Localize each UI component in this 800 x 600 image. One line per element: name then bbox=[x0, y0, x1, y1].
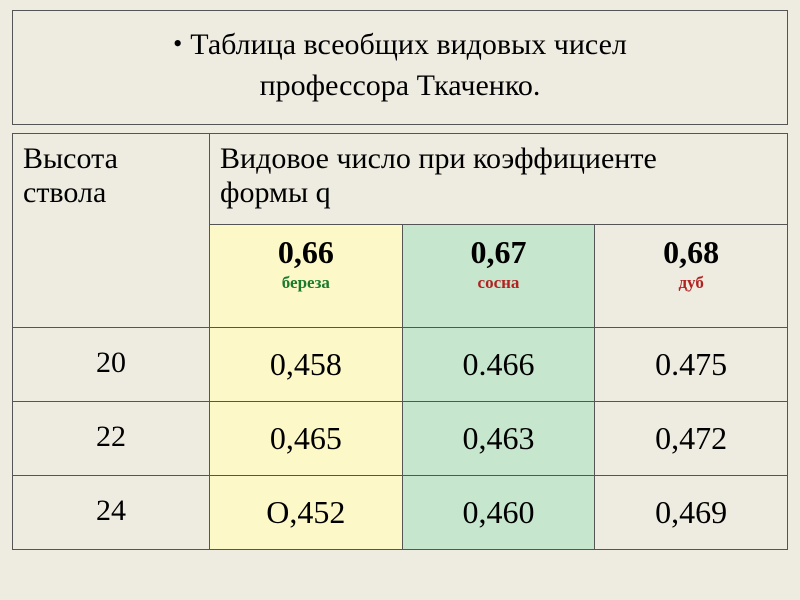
cell: 0,469 bbox=[595, 476, 788, 550]
header-span: Видовое число при коэффициенте формы q bbox=[210, 134, 788, 225]
row-header: 22 bbox=[13, 402, 210, 476]
col2-species: сосна bbox=[407, 273, 591, 293]
cell: 0.466 bbox=[402, 328, 595, 402]
col-header-2: 0,67 сосна bbox=[402, 225, 595, 328]
cell: 0,460 bbox=[402, 476, 595, 550]
header-left-line2: ствола bbox=[23, 176, 106, 209]
col2-q: 0,67 bbox=[407, 233, 591, 271]
title-line1: Таблица всеобщих видовых чисел bbox=[190, 28, 627, 61]
cell: 0,465 bbox=[210, 402, 403, 476]
col-header-1: 0,66 береза bbox=[210, 225, 403, 328]
row-header: 24 bbox=[13, 476, 210, 550]
row-header: 20 bbox=[13, 328, 210, 402]
cell: 0.475 bbox=[595, 328, 788, 402]
cell: 0,463 bbox=[402, 402, 595, 476]
col3-species: дуб bbox=[599, 273, 783, 293]
header-span-line1: Видовое число при коэффициенте bbox=[220, 142, 657, 175]
title-line2: профессора Ткаченко. bbox=[260, 69, 541, 102]
col-header-3: 0,68 дуб bbox=[595, 225, 788, 328]
col1-q: 0,66 bbox=[214, 233, 398, 271]
col1-species: береза bbox=[214, 273, 398, 293]
title-box: •Таблица всеобщих видовых чисел профессо… bbox=[12, 10, 788, 125]
cell: О,452 bbox=[210, 476, 403, 550]
col3-q: 0,68 bbox=[599, 233, 783, 271]
cell: 0,458 bbox=[210, 328, 403, 402]
header-left: Высота ствола bbox=[13, 134, 210, 328]
header-span-line2: формы q bbox=[220, 176, 331, 209]
header-left-line1: Высота bbox=[23, 142, 118, 175]
data-table: Высота ствола Видовое число при коэффици… bbox=[12, 133, 788, 550]
cell: 0,472 bbox=[595, 402, 788, 476]
title-bullet: • bbox=[173, 29, 190, 58]
